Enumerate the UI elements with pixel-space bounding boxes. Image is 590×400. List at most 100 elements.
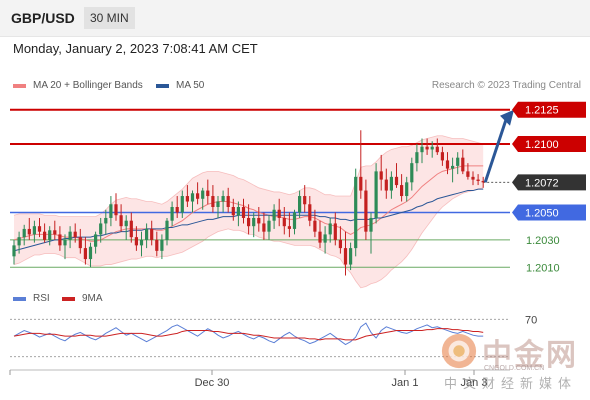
candle-body: [425, 146, 429, 150]
candle-body: [272, 209, 276, 221]
candle-body: [226, 196, 230, 207]
level-tag-text-1.2100: 1.2100: [525, 139, 559, 151]
candle-body: [145, 228, 149, 240]
candle-body: [185, 196, 189, 202]
candle: [134, 226, 138, 251]
candle: [48, 226, 52, 246]
level-label-1.2010: 1.2010: [526, 262, 560, 274]
candle-body: [282, 217, 286, 227]
candle-body: [471, 176, 475, 180]
candle-body: [114, 204, 118, 216]
candle-body: [150, 228, 154, 240]
symbol-title: GBP/USD: [11, 10, 75, 26]
candle-body: [119, 215, 123, 227]
candle-body: [170, 207, 174, 221]
candle-body: [73, 231, 77, 238]
candle: [201, 187, 205, 210]
candle-body: [180, 196, 184, 213]
level-tag-text-1.2125: 1.2125: [525, 105, 559, 117]
candle-body: [257, 217, 261, 224]
candle: [379, 154, 383, 191]
level-labels-layer: 1.2125 1.2100 1.2072 1.2050 1.2030 1.2010: [512, 101, 586, 274]
candle: [328, 217, 332, 243]
candle: [425, 138, 429, 155]
time-axis: Dec 30 Jan 1 Jan 3: [9, 369, 510, 389]
candle: [287, 212, 291, 238]
candle-body: [384, 179, 388, 191]
candle-body: [420, 146, 424, 153]
candle: [461, 149, 465, 175]
candle-body: [129, 220, 133, 238]
forecast-arrow-head: [500, 109, 514, 126]
candle-body: [139, 239, 144, 246]
candle-body: [323, 234, 327, 243]
level-tag-1.2072: 1.2072: [512, 174, 586, 191]
candle-body: [445, 160, 450, 169]
level-tag-1.2125: 1.2125: [512, 101, 586, 118]
candle: [190, 190, 195, 213]
candle-body: [430, 146, 434, 150]
candle: [277, 198, 281, 227]
level-tag-bg-1.2125: [512, 101, 586, 118]
candle: [354, 168, 358, 257]
level-tag-text-1.2072: 1.2072: [525, 177, 559, 189]
candle: [308, 196, 312, 227]
candle: [323, 226, 327, 254]
forecast-layer: [483, 109, 514, 183]
rsi-line: [13, 322, 484, 346]
candle-body: [333, 223, 337, 240]
candle: [359, 130, 363, 199]
candle-body: [78, 237, 82, 249]
candle-body: [456, 157, 460, 166]
candle: [145, 223, 149, 249]
timeframe-badge[interactable]: 30 MIN: [84, 7, 135, 29]
candle-body: [155, 239, 159, 251]
time-axis-label: Dec 30: [195, 377, 230, 389]
candle: [430, 141, 434, 158]
candle: [394, 163, 399, 188]
candle: [333, 212, 337, 246]
candle: [88, 242, 93, 268]
candle-body: [247, 217, 251, 227]
candle: [451, 157, 455, 183]
candle-body: [476, 179, 480, 181]
level-tag-1.2050: 1.2050: [512, 204, 586, 221]
candle: [37, 217, 42, 238]
candle: [94, 231, 98, 254]
candle-body: [17, 237, 21, 246]
candle: [160, 234, 164, 260]
candle-body: [252, 217, 256, 227]
candle: [109, 196, 113, 227]
candle-body: [287, 226, 291, 229]
candle-body: [88, 246, 93, 260]
candle: [241, 198, 246, 224]
candle: [150, 220, 154, 246]
candle: [349, 242, 353, 271]
candle: [318, 220, 322, 249]
candle-body: [63, 239, 67, 246]
candle: [119, 204, 123, 232]
watermark-tagline: 中文财经新媒体: [444, 377, 578, 392]
legend-label-ma20: MA 20 + Bollinger Bands: [33, 80, 143, 91]
candle-body: [292, 212, 297, 229]
candle: [476, 174, 480, 186]
candle: [231, 198, 235, 221]
candle: [129, 212, 133, 243]
candle-body: [68, 231, 72, 240]
candle-body: [83, 248, 87, 260]
legend-label-ma50: MA 50: [176, 80, 205, 91]
research-credit: Research © 2023 Trading Central: [431, 80, 581, 91]
candle-body: [196, 193, 200, 199]
candle-body: [48, 230, 52, 240]
candle: [410, 157, 414, 191]
candle-body: [354, 176, 358, 249]
candle-body: [94, 234, 98, 247]
candle: [83, 237, 87, 265]
candle-body: [343, 248, 348, 265]
candle-body: [53, 230, 57, 235]
candle: [364, 179, 368, 240]
candle-body: [410, 163, 414, 183]
legend-swatch-ma50: [156, 83, 169, 88]
candle-body: [27, 228, 31, 235]
